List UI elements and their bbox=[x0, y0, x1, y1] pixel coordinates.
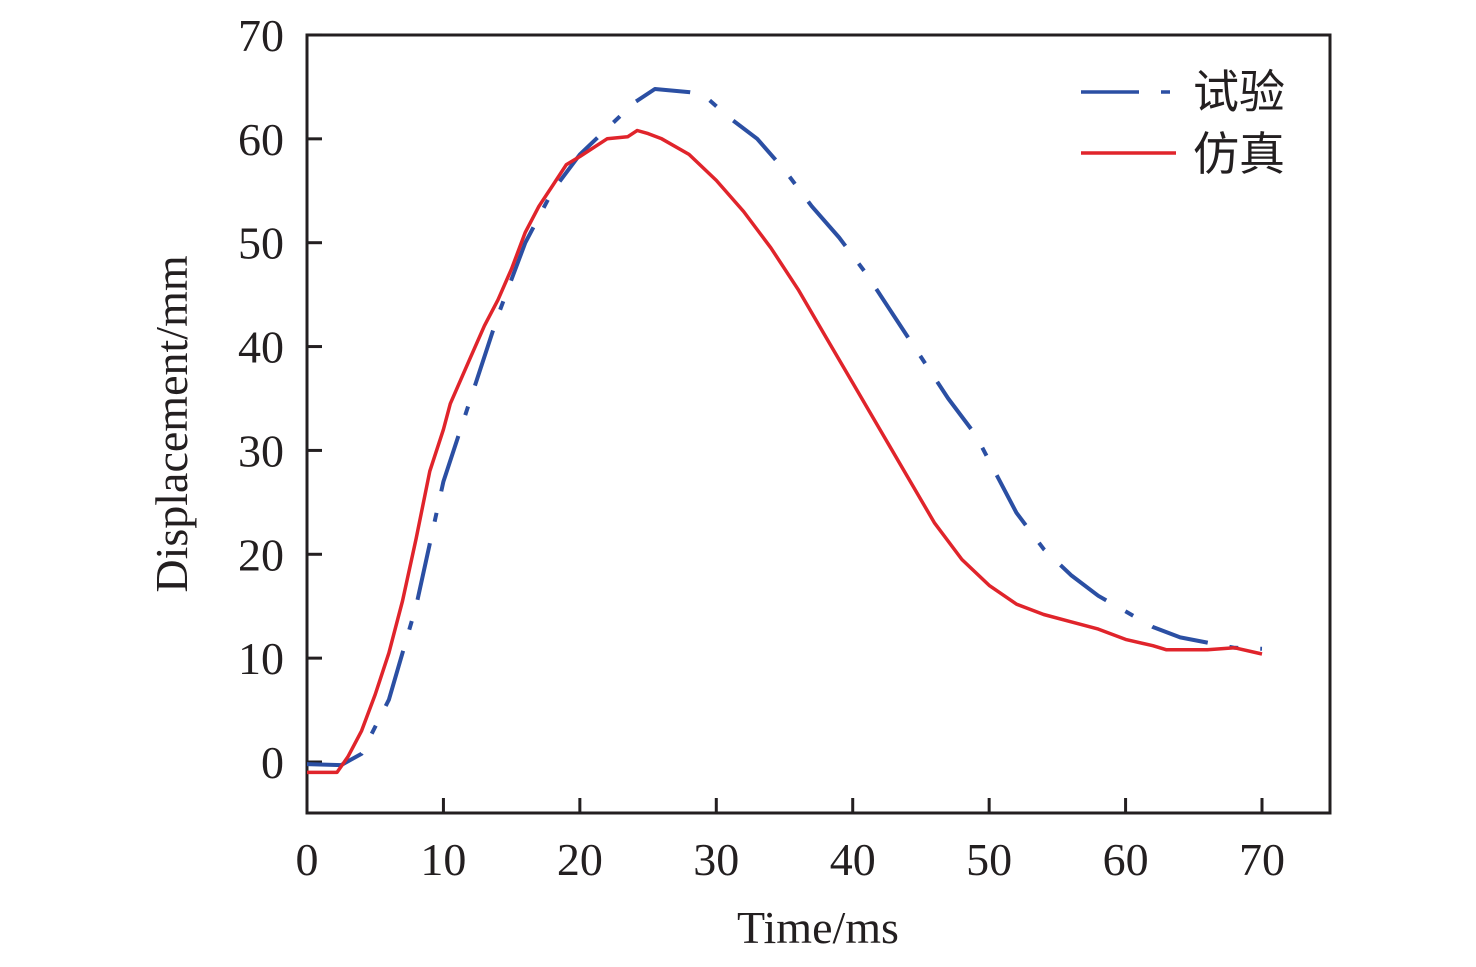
x-tick-label: 70 bbox=[1239, 834, 1285, 885]
y-tick-label: 50 bbox=[238, 218, 284, 269]
y-axis-title: Displacement/mm bbox=[146, 255, 197, 592]
series-line-simulation bbox=[307, 128, 1263, 775]
legend-label-simulation: 仿真 bbox=[1193, 127, 1285, 181]
series-layer bbox=[306, 87, 1263, 775]
y-axis-ticks: 0 10 20 30 40 50 60 70 bbox=[238, 10, 322, 788]
y-tick-label: 10 bbox=[238, 633, 284, 684]
x-tick-label: 0 bbox=[296, 834, 319, 885]
y-tick-label: 20 bbox=[238, 529, 284, 580]
x-tick-label: 60 bbox=[1103, 834, 1149, 885]
x-tick-label: 40 bbox=[830, 834, 876, 885]
x-tick-label: 20 bbox=[557, 834, 603, 885]
x-axis-title: Time/ms bbox=[737, 902, 899, 953]
legend-label-test: 试验 bbox=[1193, 65, 1285, 119]
y-tick-label: 70 bbox=[238, 10, 284, 61]
x-tick-label: 50 bbox=[966, 834, 1012, 885]
x-tick-label: 30 bbox=[693, 834, 739, 885]
plot-frame bbox=[305, 33, 1332, 815]
y-tick-label: 30 bbox=[238, 425, 284, 476]
series-line-test bbox=[306, 87, 1263, 768]
y-tick-label: 60 bbox=[238, 114, 284, 165]
y-tick-label: 0 bbox=[261, 737, 284, 788]
legend: 试验 仿真 bbox=[1081, 65, 1285, 181]
x-tick-label: 10 bbox=[420, 834, 466, 885]
x-axis-ticks: 0 10 20 30 40 50 60 70 bbox=[296, 798, 1285, 885]
y-tick-label: 40 bbox=[238, 322, 284, 373]
